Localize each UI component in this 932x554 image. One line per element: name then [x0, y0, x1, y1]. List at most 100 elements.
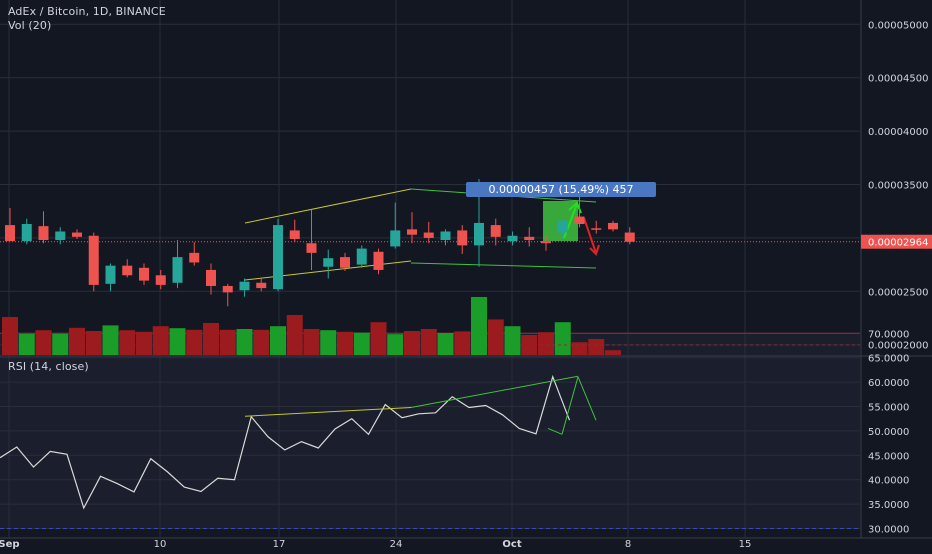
candle-body[interactable]: [122, 265, 133, 276]
candle-body[interactable]: [38, 226, 49, 241]
price-tick-label: 0.00002500: [868, 287, 928, 298]
candle-body[interactable]: [440, 231, 451, 241]
candle-body[interactable]: [624, 232, 635, 242]
volume-bar: [52, 333, 69, 355]
volume-bar: [420, 329, 437, 355]
candle-body[interactable]: [574, 216, 585, 225]
candle-body[interactable]: [172, 257, 183, 283]
candle-body[interactable]: [139, 267, 149, 281]
volume-bar: [219, 329, 236, 355]
date-tick-label: 8: [625, 539, 631, 550]
price-tick-label: 0.00002000: [868, 341, 928, 352]
rsi-trendline-green: [547, 427, 563, 435]
candle-body[interactable]: [289, 230, 300, 239]
candle-body[interactable]: [5, 225, 15, 242]
rsi-layer: [0, 374, 597, 510]
trendline-yellow: [244, 188, 412, 224]
candle-body[interactable]: [474, 222, 484, 246]
volume-bar: [588, 339, 605, 355]
candle-body[interactable]: [356, 248, 367, 265]
candle-body[interactable]: [390, 230, 401, 247]
price-tick-label: 0.00005000: [868, 20, 928, 31]
price-tick-label: 0.00004000: [868, 127, 928, 138]
candle-layer[interactable]: [5, 179, 635, 307]
date-tick-label: 17: [273, 539, 286, 550]
candle-body[interactable]: [457, 230, 468, 246]
rsi-trendline-yellow: [244, 406, 412, 417]
price-tick-label: 0.00004500: [868, 74, 928, 85]
candle-body[interactable]: [72, 232, 82, 237]
volume-bar: [85, 331, 102, 355]
rsi-legend[interactable]: RSI (14, close): [8, 360, 89, 373]
candle-body[interactable]: [541, 241, 551, 244]
measure-label: 0.00000457 (15.49%) 457: [466, 182, 656, 197]
candle-body[interactable]: [591, 228, 602, 230]
arrow-down: [583, 217, 597, 254]
volume-bar: [136, 331, 152, 355]
rsi-trendline-green: [561, 376, 579, 435]
volume-bar: [571, 342, 588, 355]
volume-bar: [337, 331, 353, 355]
candle-body[interactable]: [524, 236, 535, 241]
volume-bar: [119, 330, 136, 355]
volume-bar: [320, 330, 337, 355]
volume-bar: [404, 331, 420, 355]
volume-bar: [370, 322, 387, 355]
candle-body[interactable]: [189, 252, 200, 263]
volume-bar: [454, 331, 471, 355]
volume-bar: [353, 332, 370, 355]
candle-body[interactable]: [21, 224, 32, 242]
candle-body[interactable]: [323, 258, 334, 267]
volume-bar: [102, 325, 119, 355]
candle-body[interactable]: [88, 235, 99, 285]
price-tick-label: 0.00003500: [868, 181, 928, 192]
candle-body[interactable]: [256, 282, 267, 289]
candle-body[interactable]: [557, 220, 568, 233]
candle-body[interactable]: [273, 225, 283, 290]
symbol-title[interactable]: AdEx / Bitcoin, 1D, BINANCE: [8, 5, 166, 18]
date-tick-label: Oct: [502, 539, 521, 550]
rsi-tick-label: 40.0000: [868, 476, 909, 487]
volume-legend[interactable]: Vol (20): [8, 19, 52, 32]
candle-body[interactable]: [423, 232, 434, 238]
date-tick-label: 10: [154, 539, 167, 550]
volume-bar: [203, 323, 219, 355]
rsi-tick-label: 55.0000: [868, 403, 909, 414]
candle-body[interactable]: [239, 281, 250, 291]
rsi-tick-label: 70.0000: [868, 329, 909, 340]
candle-body[interactable]: [222, 285, 233, 293]
last-price-badge: [861, 234, 932, 249]
volume-bar: [253, 329, 270, 355]
rsi-tick-label: 60.0000: [868, 378, 909, 389]
volume-bar: [270, 326, 286, 355]
candle-body[interactable]: [206, 269, 216, 286]
date-tick-label: 15: [739, 539, 752, 550]
candle-body[interactable]: [340, 257, 350, 268]
rsi-tick-label: 65.0000: [868, 354, 909, 365]
rsi-trendline-green: [577, 376, 597, 421]
last-price-label: 0.00002964: [868, 238, 928, 249]
rsi-line: [0, 374, 571, 510]
trendline-green: [410, 262, 597, 269]
candle-body[interactable]: [507, 235, 518, 242]
candle-body[interactable]: [105, 265, 116, 284]
volume-bar: [487, 319, 504, 355]
candle-body[interactable]: [155, 275, 166, 285]
candle-body[interactable]: [373, 251, 384, 270]
date-tick-label: Sep: [0, 539, 20, 550]
candle-body[interactable]: [55, 231, 66, 241]
volume-bar: [69, 327, 85, 355]
volume-bar: [605, 350, 621, 355]
candle-body[interactable]: [407, 229, 417, 235]
volume-bar: [521, 335, 538, 355]
candle-body[interactable]: [490, 225, 501, 237]
rsi-tick-label: 50.0000: [868, 427, 909, 438]
candle-body[interactable]: [306, 243, 317, 253]
rsi-trendline-green: [410, 375, 579, 408]
volume-bar: [286, 315, 303, 355]
candle-body[interactable]: [608, 222, 618, 230]
volume-bar: [152, 326, 169, 355]
